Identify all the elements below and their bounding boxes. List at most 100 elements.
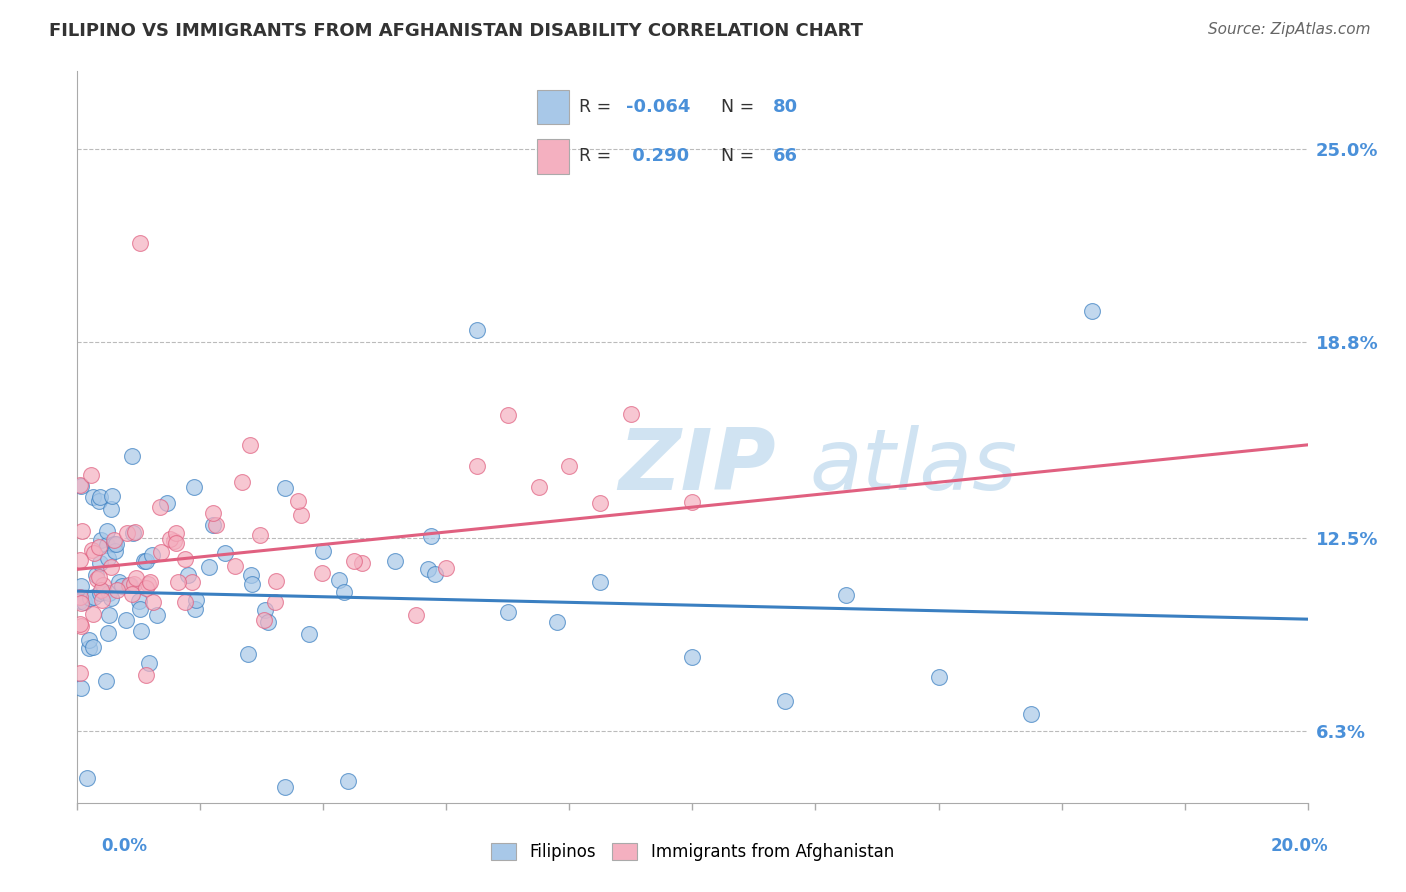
- Point: [87, 540, 110, 554]
- Point: [69, 594, 91, 608]
- Point: [167, 574, 190, 589]
- Point: [266, 574, 288, 588]
- Point: [79, 591, 101, 605]
- Point: [115, 613, 138, 627]
- Point: [146, 607, 169, 622]
- Point: [274, 780, 297, 795]
- Text: 0.290: 0.290: [626, 147, 689, 165]
- Point: [165, 536, 187, 550]
- Point: [290, 508, 312, 523]
- Point: [558, 458, 581, 473]
- Point: [420, 529, 443, 543]
- Point: [122, 577, 145, 591]
- Point: [69, 619, 91, 633]
- Point: [82, 490, 104, 504]
- Point: [104, 544, 127, 558]
- Point: [96, 524, 118, 539]
- Point: [89, 586, 111, 600]
- Point: [97, 585, 120, 599]
- Point: [546, 615, 568, 629]
- Point: [682, 495, 704, 509]
- Point: [142, 595, 165, 609]
- Point: [87, 570, 110, 584]
- Point: [93, 585, 115, 599]
- Point: [69, 666, 91, 681]
- Point: [311, 566, 333, 580]
- Text: 20.0%: 20.0%: [1271, 837, 1329, 855]
- Point: [274, 481, 297, 495]
- Point: [773, 694, 796, 708]
- Point: [100, 591, 122, 606]
- Point: [82, 607, 104, 621]
- Text: R =: R =: [579, 147, 612, 165]
- Text: 0.0%: 0.0%: [101, 837, 148, 855]
- Point: [90, 583, 112, 598]
- Point: [682, 649, 704, 664]
- Point: [121, 587, 143, 601]
- Point: [129, 624, 152, 638]
- Point: [86, 572, 108, 586]
- Text: R =: R =: [579, 98, 612, 116]
- Point: [264, 595, 287, 609]
- Point: [496, 605, 519, 619]
- Point: [136, 577, 159, 591]
- Text: N =: N =: [721, 98, 755, 116]
- Point: [70, 596, 93, 610]
- Point: [122, 526, 145, 541]
- Point: [69, 478, 91, 492]
- Point: [465, 458, 488, 473]
- Point: [835, 588, 858, 602]
- Point: [928, 670, 950, 684]
- Point: [103, 537, 125, 551]
- Text: FILIPINO VS IMMIGRANTS FROM AFGHANISTAN DISABILITY CORRELATION CHART: FILIPINO VS IMMIGRANTS FROM AFGHANISTAN …: [49, 22, 863, 40]
- Point: [224, 558, 246, 573]
- Point: [1019, 707, 1042, 722]
- Point: [90, 533, 112, 548]
- Point: [83, 545, 105, 559]
- Text: atlas: atlas: [810, 425, 1018, 508]
- Point: [77, 640, 100, 655]
- Point: [181, 574, 204, 589]
- Point: [238, 647, 260, 661]
- Point: [159, 532, 181, 546]
- Point: [118, 578, 141, 592]
- Point: [82, 542, 104, 557]
- Point: [108, 575, 131, 590]
- Point: [94, 674, 117, 689]
- Point: [423, 566, 446, 581]
- Point: [115, 525, 138, 540]
- Point: [214, 546, 236, 560]
- Point: [103, 533, 125, 547]
- Point: [132, 554, 155, 568]
- Point: [80, 468, 103, 483]
- Point: [124, 524, 146, 539]
- Point: [253, 613, 276, 627]
- Point: [436, 561, 458, 575]
- Point: [240, 577, 263, 591]
- Bar: [537, 139, 569, 174]
- Point: [312, 544, 335, 558]
- Point: [70, 524, 93, 539]
- Point: [97, 551, 120, 566]
- Point: [297, 627, 319, 641]
- Point: [496, 408, 519, 422]
- Point: [139, 574, 162, 589]
- Point: [73, 595, 96, 609]
- Point: [138, 657, 160, 671]
- Point: [416, 562, 439, 576]
- Point: [69, 590, 91, 604]
- Point: [84, 568, 107, 582]
- Point: [97, 626, 120, 640]
- Point: [198, 560, 221, 574]
- Bar: [537, 89, 569, 124]
- Point: [184, 602, 207, 616]
- Legend: Filipinos, Immigrants from Afghanistan: Filipinos, Immigrants from Afghanistan: [484, 836, 901, 868]
- Point: [118, 577, 141, 591]
- Point: [141, 549, 163, 563]
- Point: [176, 567, 198, 582]
- Point: [77, 632, 100, 647]
- Point: [162, 534, 184, 549]
- Point: [184, 592, 207, 607]
- Point: [105, 582, 128, 597]
- Point: [328, 573, 350, 587]
